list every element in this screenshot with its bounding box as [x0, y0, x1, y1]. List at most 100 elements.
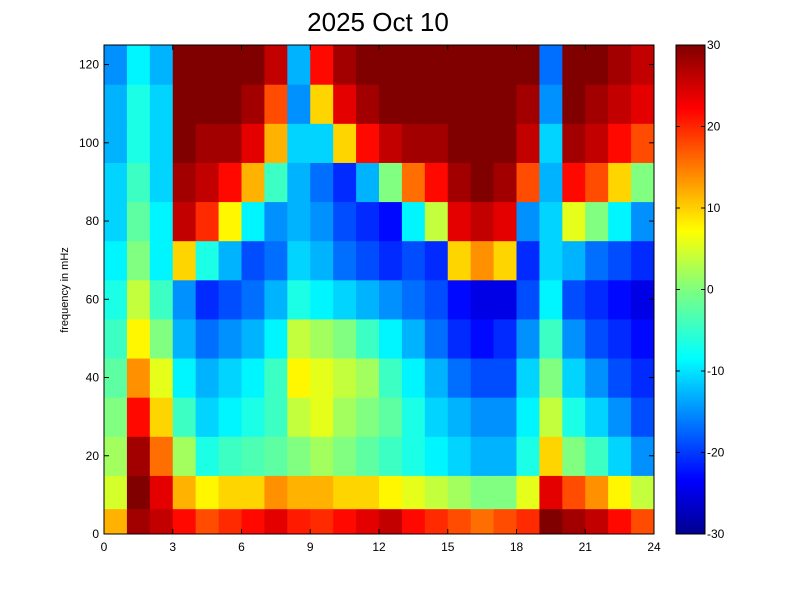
colorbar-tick-label: -30 [707, 527, 725, 541]
colorbar-tick-label: 30 [707, 38, 721, 52]
heatmap-cell [241, 508, 266, 534]
heatmap-cell [493, 397, 518, 437]
heatmap-cell [447, 162, 472, 203]
heatmap-cell [379, 475, 403, 510]
heatmap-cell [401, 162, 426, 203]
heatmap-cell [608, 123, 632, 163]
heatmap-cell [195, 45, 220, 85]
heatmap-cell [104, 84, 128, 124]
heatmap-cell [126, 475, 151, 510]
heatmap-cell [149, 162, 174, 203]
heatmap-cell [401, 240, 426, 281]
heatmap-cell [424, 84, 449, 124]
heatmap-cell [104, 508, 128, 534]
heatmap-cell [470, 240, 495, 281]
heatmap-cell [310, 201, 334, 242]
heatmap-cell [333, 318, 357, 359]
y-axis-label: frequency in mHz [59, 247, 71, 333]
heatmap-cell [516, 357, 541, 398]
heatmap-cell [401, 508, 426, 534]
heatmap-cell [310, 84, 334, 124]
heatmap-cell [149, 240, 174, 281]
heatmap-cell [424, 318, 449, 359]
heatmap-cell [264, 397, 288, 437]
heatmap-cell [333, 279, 357, 320]
heatmap-cell [310, 508, 334, 534]
heatmap-cell [539, 475, 563, 510]
heatmap-cell [424, 240, 449, 281]
heatmap-cell [241, 436, 266, 476]
heatmap-cell [195, 357, 220, 398]
heatmap-cell [470, 436, 495, 476]
heatmap-cell [424, 475, 449, 510]
heatmap-cell [195, 279, 220, 320]
heatmap-cell [264, 475, 288, 510]
heatmap-cell [470, 508, 495, 534]
y-tick-label: 0 [92, 527, 99, 541]
heatmap-cell [447, 397, 472, 437]
heatmap-cell [218, 123, 243, 163]
heatmap-cell [401, 45, 426, 85]
heatmap-cell [287, 508, 311, 534]
heatmap-cell [126, 240, 151, 281]
heatmap-cell [287, 318, 311, 359]
heatmap-cell [379, 318, 403, 359]
heatmap-cell [104, 240, 128, 281]
heatmap-cell [470, 84, 495, 124]
heatmap-cell [333, 475, 357, 510]
heatmap-cell [333, 45, 357, 85]
heatmap-cell [287, 201, 311, 242]
heatmap-cell [562, 475, 586, 510]
heatmap-cell [241, 84, 266, 124]
heatmap-cell [631, 318, 654, 359]
heatmap-cell [149, 45, 174, 85]
heatmap-cell [447, 508, 472, 534]
heatmap-cell [424, 397, 449, 437]
heatmap-cell [539, 318, 563, 359]
heatmap-cell [172, 475, 197, 510]
heatmap-cell [539, 240, 563, 281]
x-axis: 0 3 6 9 12 15 18 21 24 [101, 45, 661, 554]
heatmap-cell [379, 508, 403, 534]
heatmap-cell [516, 123, 541, 163]
heatmap-cell [287, 357, 311, 398]
heatmap-cell [608, 475, 632, 510]
heatmap-cell [608, 201, 632, 242]
heatmap-cell [401, 123, 426, 163]
heatmap-cell [104, 436, 128, 476]
heatmap-cell [310, 123, 334, 163]
heatmap-cell [195, 318, 220, 359]
heatmap-cell [149, 436, 174, 476]
heatmap-cell [401, 318, 426, 359]
heatmap-cell [264, 45, 288, 85]
heatmap-cell [241, 123, 266, 163]
heatmap-cell [218, 475, 243, 510]
heatmap-cell [631, 436, 654, 476]
heatmap-cell [126, 279, 151, 320]
heatmap-cell [333, 162, 357, 203]
heatmap-cell [104, 45, 128, 85]
heatmap-cell [631, 84, 654, 124]
heatmap-cell [539, 162, 563, 203]
heatmap-cell [585, 201, 609, 242]
heatmap-cell [287, 84, 311, 124]
heatmap-cell [195, 475, 220, 510]
heatmap-cell [516, 318, 541, 359]
x-tick-label: 0 [101, 540, 108, 554]
heatmap-cell [379, 397, 403, 437]
heatmap-cell [287, 279, 311, 320]
heatmap-cell [333, 240, 357, 281]
heatmap-cell [287, 240, 311, 281]
heatmap-cell [516, 162, 541, 203]
heatmap-cell [149, 201, 174, 242]
heatmap-cell [172, 318, 197, 359]
x-tick-label: 3 [169, 540, 176, 554]
heatmap-cell [562, 508, 586, 534]
heatmap-cell [401, 279, 426, 320]
heatmap-cell [172, 84, 197, 124]
heatmap-cell [470, 123, 495, 163]
heatmap-cell [356, 508, 380, 534]
heatmap-cell [516, 279, 541, 320]
colorbar-tick-label: 10 [707, 201, 721, 215]
heatmap-cell [562, 240, 586, 281]
